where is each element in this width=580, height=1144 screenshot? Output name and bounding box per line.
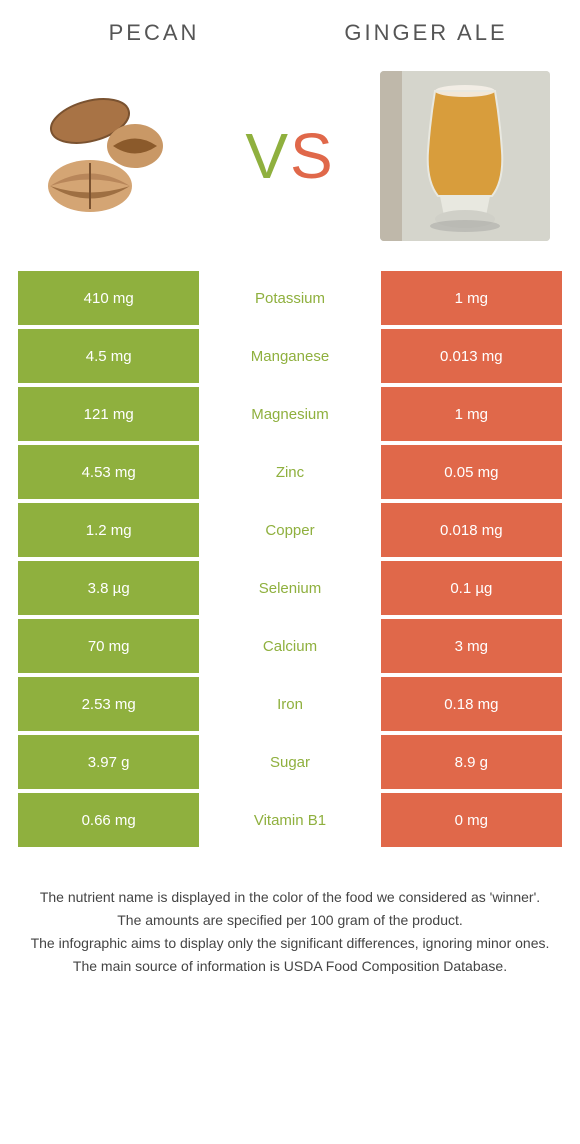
right-value-cell: 0.05 mg [381,445,562,499]
right-value-cell: 0.013 mg [381,329,562,383]
nutrient-label-cell: Vitamin B1 [199,793,380,847]
footer-notes: The nutrient name is displayed in the co… [18,887,562,977]
left-value-cell: 3.97 g [18,735,199,789]
footer-line-1: The nutrient name is displayed in the co… [28,887,552,908]
left-value-cell: 121 mg [18,387,199,441]
left-value-cell: 4.5 mg [18,329,199,383]
nutrient-label-cell: Sugar [199,735,380,789]
pecan-image [30,71,200,241]
infographic-container: Pecan Ginger ale VS [0,0,580,999]
nutrient-label-cell: Calcium [199,619,380,673]
nutrient-row: 3.8 µgSelenium0.1 µg [18,561,562,615]
ginger-ale-image [380,71,550,241]
right-value-cell: 0 mg [381,793,562,847]
nutrient-label-cell: Magnesium [199,387,380,441]
vs-label: VS [245,119,334,193]
left-value-cell: 0.66 mg [18,793,199,847]
right-value-cell: 0.18 mg [381,677,562,731]
right-value-cell: 3 mg [381,619,562,673]
ginger-ale-icon [380,71,550,241]
titles-row: Pecan Ginger ale [18,20,562,46]
images-row: VS [18,71,562,241]
nutrient-row: 410 mgPotassium1 mg [18,271,562,325]
left-value-cell: 3.8 µg [18,561,199,615]
nutrient-label-cell: Manganese [199,329,380,383]
nutrient-row: 2.53 mgIron0.18 mg [18,677,562,731]
nutrient-table: 410 mgPotassium1 mg4.5 mgManganese0.013 … [18,271,562,847]
left-value-cell: 4.53 mg [18,445,199,499]
right-food-title: Ginger ale [290,20,562,46]
pecan-icon [35,91,195,221]
nutrient-row: 1.2 mgCopper0.018 mg [18,503,562,557]
footer-line-3: The infographic aims to display only the… [28,933,552,954]
right-value-cell: 8.9 g [381,735,562,789]
nutrient-row: 3.97 gSugar8.9 g [18,735,562,789]
vs-s-letter: S [290,120,335,192]
nutrient-row: 0.66 mgVitamin B10 mg [18,793,562,847]
nutrient-label-cell: Selenium [199,561,380,615]
right-value-cell: 1 mg [381,387,562,441]
left-value-cell: 2.53 mg [18,677,199,731]
left-value-cell: 70 mg [18,619,199,673]
left-food-title: Pecan [18,20,290,46]
right-value-cell: 0.1 µg [381,561,562,615]
right-value-cell: 1 mg [381,271,562,325]
footer-line-4: The main source of information is USDA F… [28,956,552,977]
nutrient-row: 4.5 mgManganese0.013 mg [18,329,562,383]
right-value-cell: 0.018 mg [381,503,562,557]
nutrient-label-cell: Potassium [199,271,380,325]
nutrient-row: 70 mgCalcium3 mg [18,619,562,673]
nutrient-label-cell: Iron [199,677,380,731]
nutrient-label-cell: Copper [199,503,380,557]
nutrient-row: 121 mgMagnesium1 mg [18,387,562,441]
vs-v-letter: V [245,120,290,192]
nutrient-label-cell: Zinc [199,445,380,499]
nutrient-row: 4.53 mgZinc0.05 mg [18,445,562,499]
footer-line-2: The amounts are specified per 100 gram o… [28,910,552,931]
left-value-cell: 410 mg [18,271,199,325]
left-value-cell: 1.2 mg [18,503,199,557]
